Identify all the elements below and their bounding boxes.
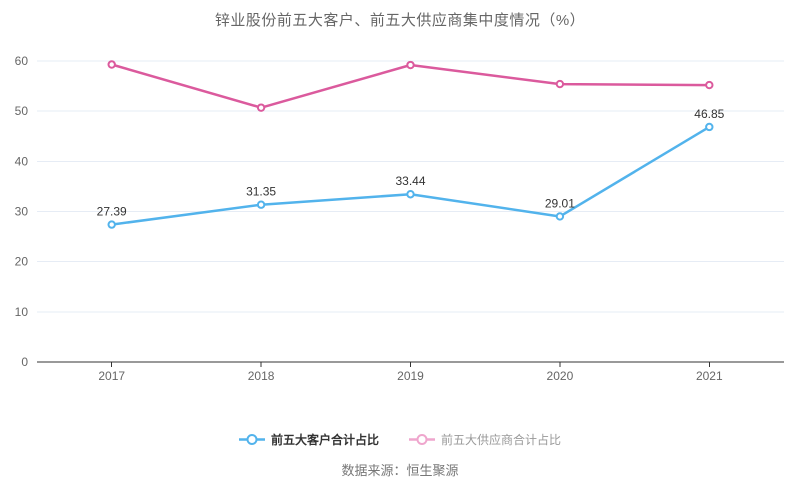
data-point-2021-series-0[interactable] [705, 122, 714, 132]
legend-marker-circle [246, 434, 258, 445]
y-axis-tick-label: 0 [21, 355, 28, 369]
line-chart-plot-area: 0 10 20 30 40 50 60 2017 2018 2019 2020 2021 27.39 31… [15, 54, 784, 383]
y-axis-tick-label: 40 [15, 154, 29, 168]
data-point-2019-series-0[interactable] [406, 190, 415, 199]
x-axis-tick-label-2017: 2017 [98, 369, 125, 383]
y-axis-tick-label: 50 [15, 104, 29, 118]
legend-marker-circle [416, 434, 428, 445]
data-label-2017: 27.39 [97, 205, 127, 219]
data-point-2018-series-1[interactable] [256, 103, 266, 112]
data-point-2017-series-1[interactable] [107, 60, 116, 69]
x-axis-tick-label-2020: 2020 [547, 369, 574, 383]
chart-title: 锌业股份前五大客户、前五大供应商集中度情况（%） [214, 12, 586, 29]
data-label-2021: 46.85 [694, 107, 724, 121]
data-label-2018: 31.35 [246, 185, 276, 199]
data-point-2020-series-1[interactable] [555, 79, 565, 89]
data-point-2020-series-0[interactable] [555, 212, 565, 221]
legend-item-top5-suppliers[interactable]: 前五大供应商合计占比 [409, 431, 561, 448]
legend-line-marker-customers-icon [238, 434, 265, 445]
y-axis-tick-label: 60 [15, 54, 29, 68]
data-label-2020: 29.01 [545, 196, 575, 210]
x-axis-tick-label-2021: 2021 [696, 369, 723, 383]
series-line-1 [110, 63, 711, 109]
legend-item-top5-customers[interactable]: 前五大客户合计占比 [238, 431, 379, 448]
data-point-2019-series-1[interactable] [406, 60, 415, 70]
data-point-2017-series-0[interactable] [107, 220, 116, 229]
x-axis-tick-label-2018: 2018 [248, 369, 275, 383]
y-axis-tick-label: 10 [15, 305, 29, 319]
data-source-text: 数据来源：恒生聚源 [341, 463, 459, 478]
data-label-2019: 33.44 [395, 174, 425, 188]
legend-label-top5-customers: 前五大客户合计占比 [270, 433, 379, 447]
chart-legend: 前五大客户合计占比 前五大供应商合计占比 [0, 431, 800, 448]
y-axis-tick-label: 20 [15, 255, 29, 269]
legend-line-marker-suppliers-icon [409, 434, 435, 445]
x-axis-tick-label-2019: 2019 [397, 369, 424, 383]
y-axis-tick-label: 30 [15, 205, 29, 219]
legend-label-top5-suppliers: 前五大供应商合计占比 [441, 433, 562, 447]
data-point-2018-series-0[interactable] [256, 200, 266, 209]
data-point-2021-series-1[interactable] [705, 80, 714, 90]
